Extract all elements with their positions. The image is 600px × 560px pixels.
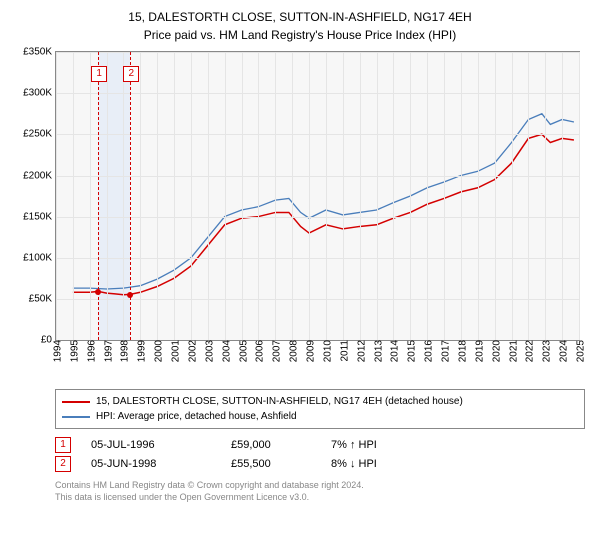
event-price: £59,000 <box>231 439 311 451</box>
x-tick-label: 2009 <box>302 340 317 362</box>
event-price: £55,500 <box>231 458 311 470</box>
x-tick-label: 2025 <box>572 340 587 362</box>
x-tick-label: 2021 <box>504 340 519 362</box>
y-tick-label: £300K <box>23 88 56 99</box>
y-tick-label: £200K <box>23 170 56 181</box>
chart-lines <box>56 52 579 340</box>
x-tick-label: 2014 <box>386 340 401 362</box>
x-tick-label: 2017 <box>437 340 452 362</box>
legend-swatch <box>62 401 90 403</box>
x-tick-label: 1998 <box>116 340 131 362</box>
table-row: 2 05-JUN-1998 £55,500 8% ↓ HPI <box>55 456 585 472</box>
legend-label: 15, DALESTORTH CLOSE, SUTTON-IN-ASHFIELD… <box>96 394 463 409</box>
legend-item: HPI: Average price, detached house, Ashf… <box>62 409 578 424</box>
legend-label: HPI: Average price, detached house, Ashf… <box>96 409 297 424</box>
footer-line: This data is licensed under the Open Gov… <box>55 492 585 504</box>
event-date: 05-JUN-1998 <box>91 458 211 470</box>
x-tick-label: 1996 <box>82 340 97 362</box>
x-tick-label: 1995 <box>65 340 80 362</box>
x-tick-label: 2006 <box>251 340 266 362</box>
y-tick-label: £100K <box>23 252 56 263</box>
x-tick-label: 2000 <box>150 340 165 362</box>
plot-area: £0£50K£100K£150K£200K£250K£300K£350K1994… <box>55 51 580 341</box>
x-tick-label: 2004 <box>217 340 232 362</box>
x-tick-label: 2002 <box>183 340 198 362</box>
x-tick-label: 2005 <box>234 340 249 362</box>
x-tick-label: 2018 <box>453 340 468 362</box>
x-tick-label: 2020 <box>487 340 502 362</box>
event-pct: 7% ↑ HPI <box>331 439 431 451</box>
footer: Contains HM Land Registry data © Crown c… <box>55 480 585 503</box>
x-tick-label: 2003 <box>200 340 215 362</box>
x-tick-label: 2024 <box>555 340 570 362</box>
legend-swatch <box>62 416 90 418</box>
legend: 15, DALESTORTH CLOSE, SUTTON-IN-ASHFIELD… <box>55 389 585 429</box>
x-tick-label: 2001 <box>167 340 182 362</box>
x-tick-label: 2011 <box>335 340 350 362</box>
y-tick-label: £50K <box>29 294 56 305</box>
x-tick-label: 1997 <box>99 340 114 362</box>
legend-item: 15, DALESTORTH CLOSE, SUTTON-IN-ASHFIELD… <box>62 394 578 409</box>
x-tick-label: 1999 <box>133 340 148 362</box>
x-tick-label: 2013 <box>369 340 384 362</box>
event-marker: 2 <box>123 66 139 82</box>
event-marker: 2 <box>55 456 71 472</box>
y-tick-label: £350K <box>23 47 56 58</box>
table-row: 1 05-JUL-1996 £59,000 7% ↑ HPI <box>55 437 585 453</box>
x-tick-label: 2023 <box>538 340 553 362</box>
series-line <box>73 114 574 289</box>
chart-area: £0£50K£100K£150K£200K£250K£300K£350K1994… <box>55 51 580 381</box>
x-tick-label: 2010 <box>318 340 333 362</box>
x-tick-label: 1994 <box>49 340 64 362</box>
x-tick-label: 2019 <box>470 340 485 362</box>
event-marker: 1 <box>55 437 71 453</box>
y-tick-label: £150K <box>23 211 56 222</box>
chart-subtitle: Price paid vs. HM Land Registry's House … <box>15 28 585 44</box>
chart-title: 15, DALESTORTH CLOSE, SUTTON-IN-ASHFIELD… <box>15 10 585 26</box>
x-tick-label: 2022 <box>521 340 536 362</box>
event-date: 05-JUL-1996 <box>91 439 211 451</box>
x-tick-label: 2008 <box>285 340 300 362</box>
footer-line: Contains HM Land Registry data © Crown c… <box>55 480 585 492</box>
chart-container: 15, DALESTORTH CLOSE, SUTTON-IN-ASHFIELD… <box>0 0 600 514</box>
events-table: 1 05-JUL-1996 £59,000 7% ↑ HPI 2 05-JUN-… <box>55 437 585 472</box>
event-marker: 1 <box>91 66 107 82</box>
x-tick-label: 2016 <box>420 340 435 362</box>
x-tick-label: 2012 <box>352 340 367 362</box>
x-tick-label: 2007 <box>268 340 283 362</box>
event-pct: 8% ↓ HPI <box>331 458 431 470</box>
x-tick-label: 2015 <box>403 340 418 362</box>
y-tick-label: £250K <box>23 129 56 140</box>
